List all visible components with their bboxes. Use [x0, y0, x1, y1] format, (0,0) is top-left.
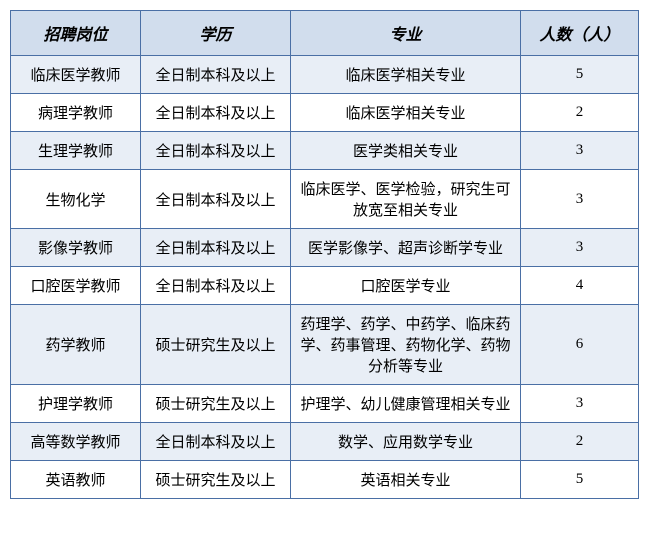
cell-position: 病理学教师	[11, 94, 141, 132]
cell-education: 全日制本科及以上	[141, 94, 291, 132]
cell-education: 硕士研究生及以上	[141, 305, 291, 385]
cell-education: 全日制本科及以上	[141, 229, 291, 267]
cell-position: 口腔医学教师	[11, 267, 141, 305]
cell-education: 全日制本科及以上	[141, 423, 291, 461]
table-row: 临床医学教师全日制本科及以上临床医学相关专业5	[11, 56, 639, 94]
table-row: 口腔医学教师全日制本科及以上口腔医学专业4	[11, 267, 639, 305]
header-education: 学历	[141, 11, 291, 56]
cell-count: 3	[521, 229, 639, 267]
cell-education: 全日制本科及以上	[141, 56, 291, 94]
cell-major: 医学类相关专业	[291, 132, 521, 170]
table-row: 英语教师硕士研究生及以上英语相关专业5	[11, 461, 639, 499]
cell-count: 2	[521, 423, 639, 461]
cell-major: 英语相关专业	[291, 461, 521, 499]
cell-count: 3	[521, 132, 639, 170]
cell-position: 药学教师	[11, 305, 141, 385]
cell-major: 数学、应用数学专业	[291, 423, 521, 461]
cell-education: 全日制本科及以上	[141, 267, 291, 305]
cell-education: 硕士研究生及以上	[141, 461, 291, 499]
table-row: 护理学教师硕士研究生及以上护理学、幼儿健康管理相关专业3	[11, 385, 639, 423]
table-row: 高等数学教师全日制本科及以上数学、应用数学专业2	[11, 423, 639, 461]
recruitment-table: 招聘岗位 学历 专业 人数（人） 临床医学教师全日制本科及以上临床医学相关专业5…	[10, 10, 639, 499]
cell-count: 3	[521, 170, 639, 229]
cell-position: 临床医学教师	[11, 56, 141, 94]
cell-major: 临床医学相关专业	[291, 56, 521, 94]
cell-count: 2	[521, 94, 639, 132]
table-row: 生物化学全日制本科及以上临床医学、医学检验，研究生可放宽至相关专业3	[11, 170, 639, 229]
cell-education: 全日制本科及以上	[141, 132, 291, 170]
cell-major: 药理学、药学、中药学、临床药学、药事管理、药物化学、药物分析等专业	[291, 305, 521, 385]
cell-count: 6	[521, 305, 639, 385]
table-row: 药学教师硕士研究生及以上药理学、药学、中药学、临床药学、药事管理、药物化学、药物…	[11, 305, 639, 385]
table-row: 病理学教师全日制本科及以上临床医学相关专业2	[11, 94, 639, 132]
cell-major: 护理学、幼儿健康管理相关专业	[291, 385, 521, 423]
header-position: 招聘岗位	[11, 11, 141, 56]
cell-count: 3	[521, 385, 639, 423]
cell-position: 影像学教师	[11, 229, 141, 267]
cell-position: 生理学教师	[11, 132, 141, 170]
table-header: 招聘岗位 学历 专业 人数（人）	[11, 11, 639, 56]
table-row: 影像学教师全日制本科及以上医学影像学、超声诊断学专业3	[11, 229, 639, 267]
header-major: 专业	[291, 11, 521, 56]
cell-count: 5	[521, 56, 639, 94]
cell-major: 医学影像学、超声诊断学专业	[291, 229, 521, 267]
cell-count: 4	[521, 267, 639, 305]
cell-major: 临床医学、医学检验，研究生可放宽至相关专业	[291, 170, 521, 229]
cell-education: 硕士研究生及以上	[141, 385, 291, 423]
table-row: 生理学教师全日制本科及以上医学类相关专业3	[11, 132, 639, 170]
cell-major: 口腔医学专业	[291, 267, 521, 305]
table-body: 临床医学教师全日制本科及以上临床医学相关专业5病理学教师全日制本科及以上临床医学…	[11, 56, 639, 499]
cell-count: 5	[521, 461, 639, 499]
cell-position: 高等数学教师	[11, 423, 141, 461]
cell-position: 英语教师	[11, 461, 141, 499]
header-count: 人数（人）	[521, 11, 639, 56]
cell-major: 临床医学相关专业	[291, 94, 521, 132]
cell-position: 护理学教师	[11, 385, 141, 423]
cell-position: 生物化学	[11, 170, 141, 229]
cell-education: 全日制本科及以上	[141, 170, 291, 229]
